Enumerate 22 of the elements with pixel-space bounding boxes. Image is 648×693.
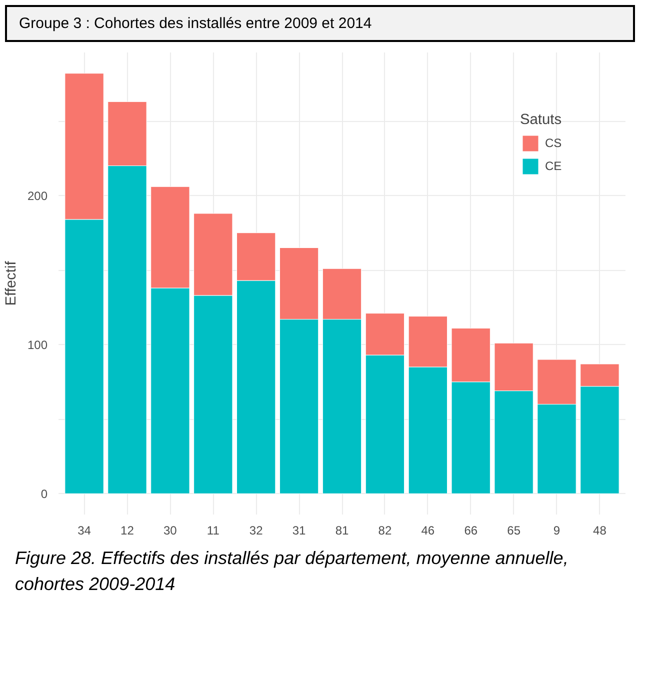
x-tick-label: 46 <box>421 524 435 538</box>
caption: Figure 28. Effectifs des installés par département, moyenne annuelle, cohortes 2009-2014 <box>15 547 570 596</box>
y-axis-title: Effectif <box>3 260 20 306</box>
x-tick-label: 34 <box>78 524 92 538</box>
x-tick-label: 30 <box>164 524 178 538</box>
y-tick-label: 0 <box>40 488 48 502</box>
x-tick-label: 11 <box>206 524 220 538</box>
legend-label: CE <box>545 159 563 174</box>
x-tick-label: 82 <box>378 524 392 538</box>
x-tick-label: 66 <box>464 524 478 538</box>
y-tick-label: 200 <box>27 189 48 204</box>
x-tick-label: 48 <box>593 524 607 538</box>
x-tick-label: 81 <box>335 524 349 538</box>
legend-label: CS <box>545 136 563 150</box>
x-tick-label: 32 <box>249 524 264 538</box>
x-tick-label: 9 <box>553 524 560 538</box>
chart-title: Groupe 3 : Cohortes des installés entre 2009 et 2014 <box>19 14 372 34</box>
y-tick-label: 100 <box>27 338 48 353</box>
legend-title: Satuts <box>520 112 563 128</box>
x-tick-label: 31 <box>292 524 306 538</box>
x-tick-label: 65 <box>507 524 521 538</box>
x-tick-label: 12 <box>120 524 134 538</box>
